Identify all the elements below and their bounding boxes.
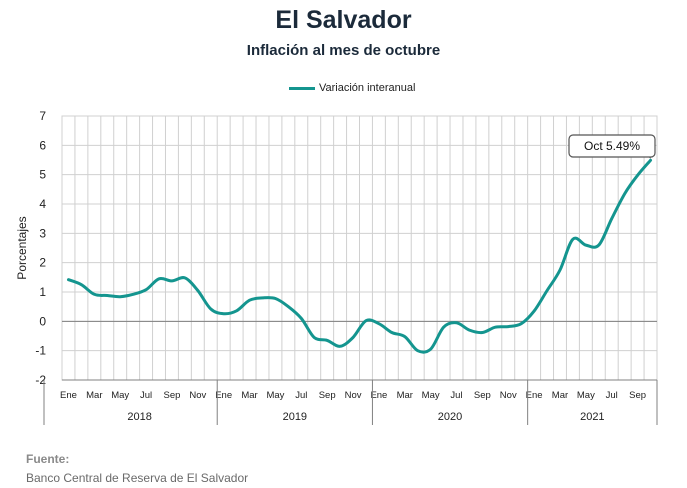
data-point xyxy=(377,322,381,325)
data-point xyxy=(80,283,83,286)
x-tick-label: Mar xyxy=(552,390,568,401)
data-point xyxy=(170,279,174,283)
data-point xyxy=(222,312,225,315)
year-label: 2020 xyxy=(438,411,462,423)
y-tick-label: 4 xyxy=(39,197,46,211)
annotation-box xyxy=(568,134,656,158)
x-tick-label: Sep xyxy=(629,390,646,401)
x-tick-label: Ene xyxy=(215,390,232,401)
chart-subtitle: Inflación al mes de octubre xyxy=(246,42,441,59)
x-tick-label: Sep xyxy=(163,390,180,401)
year-label: 2018 xyxy=(127,411,151,423)
x-tick-label: Sep xyxy=(319,390,336,401)
series-line xyxy=(67,158,652,354)
x-tick-label: Mar xyxy=(86,390,102,401)
data-point xyxy=(364,319,368,322)
x-tick-label: Sep xyxy=(474,390,491,401)
data-point xyxy=(468,328,471,332)
y-tick-label: 7 xyxy=(39,109,46,123)
x-tick-label: Jul xyxy=(450,390,462,401)
data-point xyxy=(532,309,536,313)
data-point xyxy=(429,348,432,351)
data-point xyxy=(455,321,458,324)
x-tick-label: Jul xyxy=(295,390,307,401)
y-axis-label: Porcentajes xyxy=(15,216,29,279)
data-point xyxy=(597,243,600,247)
x-tick-label: Mar xyxy=(241,390,257,401)
y-tick-label: -1 xyxy=(35,344,46,358)
data-point xyxy=(325,339,329,342)
chart-title: El Salvador xyxy=(275,6,412,34)
data-point xyxy=(623,192,626,195)
data-point xyxy=(416,349,419,352)
annotation-leader xyxy=(649,156,651,159)
data-point xyxy=(183,276,187,280)
x-tick-label: Ene xyxy=(526,390,543,401)
data-point xyxy=(610,217,613,220)
year-label: 2019 xyxy=(283,411,307,423)
annotation-label: Oct 5.49% xyxy=(584,139,640,153)
data-point xyxy=(235,309,238,312)
source-text: Banco Central de Reserva de El Salvador xyxy=(26,471,249,485)
line-chart: 7 6 5 4 3 2 1 0 -1 -2 Ene Mar May Jul Sep Nov Ene Mar May J… xyxy=(15,109,658,425)
data-point xyxy=(119,295,122,298)
data-point xyxy=(403,335,406,338)
x-tick-label: May xyxy=(577,390,595,401)
y-tick-label: 2 xyxy=(39,256,46,270)
data-point xyxy=(519,322,523,325)
data-point xyxy=(545,289,549,292)
x-tick-label: May xyxy=(266,390,284,401)
data-point xyxy=(93,293,96,296)
data-point xyxy=(636,174,639,177)
x-tick-label: Jul xyxy=(606,390,618,401)
data-point xyxy=(67,278,70,281)
data-point xyxy=(274,297,277,300)
x-tick-label: Nov xyxy=(189,390,206,401)
data-point xyxy=(209,307,212,311)
data-point xyxy=(300,317,303,320)
x-tick-label: Nov xyxy=(345,390,362,401)
data-point xyxy=(494,326,497,329)
data-point xyxy=(390,331,394,334)
data-point xyxy=(261,296,264,300)
data-point xyxy=(313,336,316,339)
data-point xyxy=(144,288,148,291)
source-label: Fuente: xyxy=(26,452,70,466)
y-tick-label: 0 xyxy=(39,314,46,328)
data-point xyxy=(442,326,445,329)
year-label: 2021 xyxy=(580,411,604,423)
data-point xyxy=(649,159,652,162)
y-tick-label: -2 xyxy=(35,373,46,387)
y-tick-label: 1 xyxy=(39,285,46,299)
data-point xyxy=(584,243,588,247)
data-point xyxy=(196,289,200,292)
x-tick-label: May xyxy=(111,390,129,401)
y-tick-label: 6 xyxy=(39,138,46,152)
data-point xyxy=(558,268,562,272)
data-point xyxy=(106,294,109,297)
x-tick-label: Ene xyxy=(370,390,387,401)
legend-swatch xyxy=(289,86,315,90)
x-tick-label: Mar xyxy=(397,390,413,401)
y-tick-label: 3 xyxy=(39,226,46,240)
legend: Variación interanual xyxy=(289,82,415,94)
x-tick-label: Ene xyxy=(60,390,77,401)
data-point xyxy=(507,325,510,328)
y-tick-label: 5 xyxy=(39,168,46,182)
data-point xyxy=(481,331,484,334)
data-point xyxy=(338,345,342,348)
data-point xyxy=(248,299,251,302)
x-tick-label: May xyxy=(422,390,440,401)
data-point xyxy=(131,293,135,296)
data-point xyxy=(571,238,575,241)
data-point xyxy=(157,277,161,280)
data-point xyxy=(287,305,290,308)
data-point xyxy=(351,336,355,339)
x-tick-label: Jul xyxy=(140,390,152,401)
legend-label: Variación interanual xyxy=(319,82,416,94)
x-tick-label: Nov xyxy=(500,390,517,401)
